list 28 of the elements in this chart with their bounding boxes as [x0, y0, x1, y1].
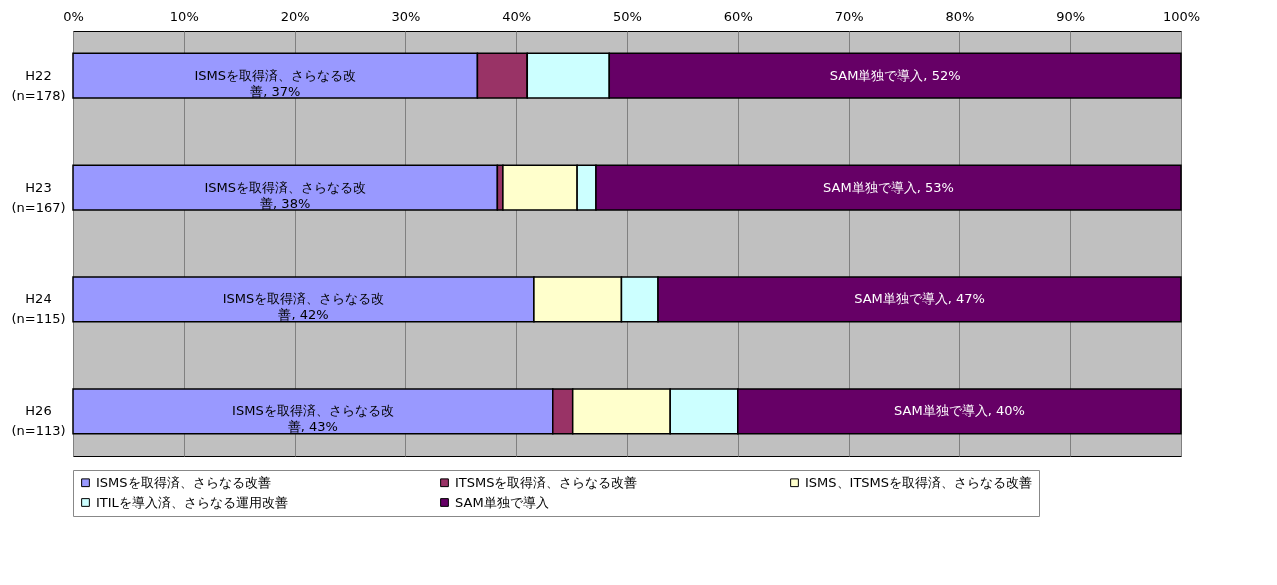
data-label: ISMSを取得済、さらなる改善, 37%	[194, 67, 356, 99]
data-label: SAM単独で導入, 47%	[854, 291, 985, 307]
data-label: ISMSを取得済、さらなる改善, 42%	[222, 291, 385, 323]
y-tick-label: H23 (n=167)	[11, 179, 66, 215]
x-tick-label: 70%	[834, 8, 864, 24]
legend-label: ISMSを取得済、さらなる改善	[96, 474, 271, 490]
legend-label: SAM単独で導入	[455, 494, 549, 510]
y-tick-label: H26 (n=113)	[11, 403, 66, 439]
data-label: SAM単独で導入, 53%	[823, 179, 954, 195]
data-label: ISMSを取得済、さらなる改善, 43%	[232, 403, 394, 435]
x-tick-label: 20%	[280, 8, 310, 24]
x-tick-label: 0%	[63, 8, 84, 24]
data-label: SAM単独で導入, 40%	[894, 403, 1025, 419]
x-tick-label: 60%	[723, 8, 753, 24]
x-tick-label: 80%	[945, 8, 975, 24]
y-tick-label: H24 (n=115)	[11, 291, 66, 327]
x-tick-label: 30%	[391, 8, 421, 24]
x-tick-label: 100%	[1162, 8, 1201, 24]
legend-label: ITILを導入済、さらなる運用改善	[96, 494, 288, 510]
x-tick-label: 50%	[613, 8, 642, 24]
legend-label: ITSMSを取得済、さらなる改善	[455, 474, 638, 490]
legend-label: ISMS、ITSMSを取得済、さらなる改善	[805, 474, 1033, 490]
y-tick-label: H22 (n=178)	[11, 67, 66, 103]
data-label: SAM単独で導入, 52%	[829, 67, 961, 83]
x-tick-label: 10%	[169, 8, 199, 24]
x-tick-label: 40%	[502, 8, 532, 24]
x-tick-label: 90%	[1056, 8, 1086, 24]
data-label: ISMSを取得済、さらなる改善, 38%	[204, 179, 366, 211]
